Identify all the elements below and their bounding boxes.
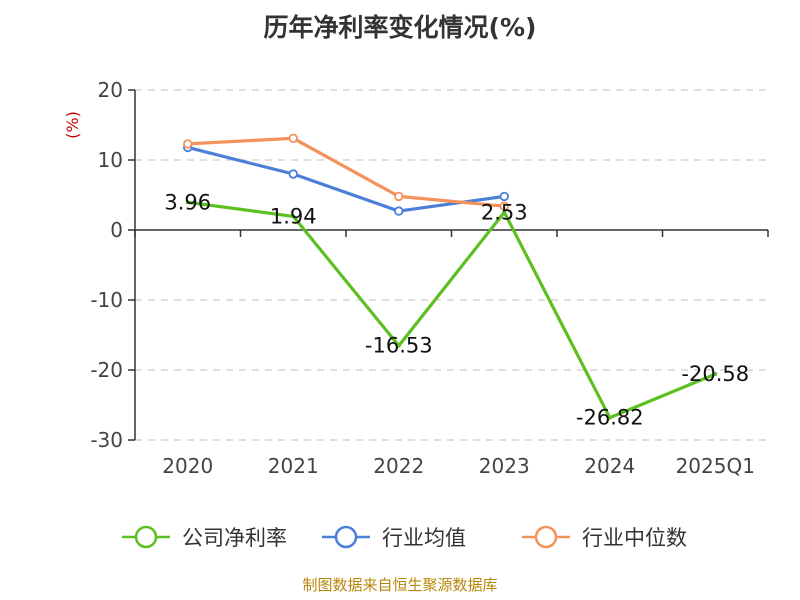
- legend: 公司净利率 行业均值 行业中位数: [122, 525, 687, 550]
- chart-title: 历年净利率变化情况(%): [264, 13, 537, 42]
- series-0-point-4: [607, 415, 612, 420]
- data-label-1: 1.94: [270, 204, 317, 228]
- x-tick-label-5: 2025Q1: [676, 454, 755, 478]
- axes: 20 10 0 -10 -20 -30 2020 2021 2022 2023 2024 2025Q1: [90, 78, 769, 478]
- y-tick-label-5: -30: [90, 428, 123, 452]
- series-2-point-1: [288, 133, 298, 143]
- y-tick-label-0: 20: [98, 78, 123, 102]
- data-labels: 3.96 1.94 -16.53 2.53 -26.82 -20.58: [164, 190, 749, 429]
- x-tick-label-0: 2020: [162, 454, 213, 478]
- data-label-0: 3.96: [164, 190, 211, 214]
- series-0-point-5: [713, 372, 718, 377]
- data-label-4: -26.82: [576, 406, 644, 430]
- data-label-2: -16.53: [365, 334, 433, 358]
- x-tick-label-4: 2024: [584, 454, 635, 478]
- series-2-point-3: [499, 201, 509, 211]
- series-2-point-0: [183, 139, 193, 149]
- series-0-point-0: [185, 200, 190, 205]
- data-source-note: 制图数据来自恒生聚源数据库: [302, 576, 497, 594]
- y-tick-label-4: -20: [90, 358, 123, 382]
- legend-label-0: 公司净利率: [182, 526, 287, 550]
- data-label-5: -20.58: [681, 362, 749, 386]
- series-1-point-2: [394, 206, 404, 216]
- legend-label-1: 行业均值: [382, 526, 466, 550]
- x-tick-label-3: 2023: [479, 454, 530, 478]
- series-line-0: [187, 200, 716, 420]
- legend-label-2: 行业中位数: [582, 526, 687, 550]
- series-line-2: [187, 136, 505, 208]
- x-tick-label-2: 2022: [373, 454, 424, 478]
- series-2-point-2: [394, 191, 404, 202]
- series-1-point-3: [499, 191, 509, 202]
- x-tick-label-1: 2021: [268, 454, 319, 478]
- series-1-point-1: [288, 169, 298, 179]
- y-tick-label-3: -10: [90, 288, 123, 312]
- series-lines: [183, 133, 718, 420]
- series-0-point-1: [291, 214, 296, 219]
- legend-marker-2: [534, 525, 558, 549]
- series-line-1: [187, 145, 505, 213]
- series-0-point-2: [396, 343, 401, 348]
- y-tick-label-1: 10: [98, 148, 123, 172]
- series-0-point-3: [502, 210, 507, 215]
- legend-marker-1: [334, 525, 358, 549]
- y-tick-label-2: 0: [110, 218, 123, 242]
- legend-marker-0: [134, 525, 158, 549]
- data-label-3: 2.53: [481, 200, 528, 224]
- y-axis-unit-label: (%): [63, 111, 82, 139]
